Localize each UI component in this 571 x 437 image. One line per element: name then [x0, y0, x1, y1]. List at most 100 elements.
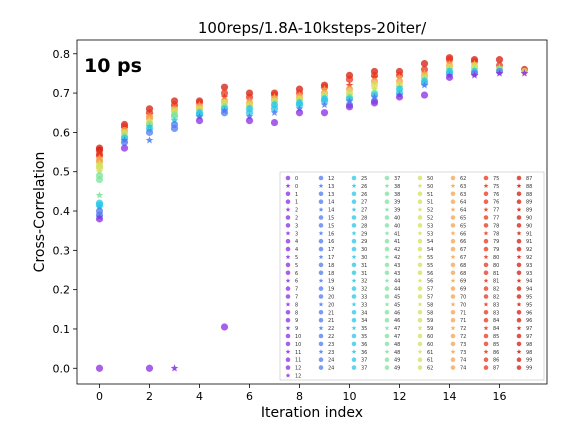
legend-label: 61 [427, 358, 433, 364]
legend-marker-star [450, 230, 456, 236]
legend-label: 17 [328, 247, 334, 253]
legend-marker [351, 365, 357, 370]
data-point [220, 323, 229, 331]
legend-label: 58 [427, 302, 433, 308]
data-point [95, 175, 104, 184]
legend-marker [384, 262, 390, 268]
legend-label: 96 [526, 318, 532, 324]
legend-label: 80 [493, 263, 499, 269]
legend-marker-star [285, 325, 291, 331]
chart-title: 100reps/1.8A-10ksteps-20iter/ [198, 19, 427, 37]
legend-label: 5 [295, 263, 298, 269]
legend-label: 63 [460, 192, 466, 198]
x-tick-label: 8 [296, 390, 303, 403]
time-annotation: 10 ps [84, 55, 142, 77]
legend-marker [516, 286, 522, 291]
legend-marker [285, 199, 291, 204]
legend-marker [417, 357, 423, 363]
legend-marker [351, 199, 357, 204]
x-tick-label: 2 [146, 390, 153, 403]
legend-marker [483, 191, 489, 197]
data-point [320, 109, 329, 117]
data-point-star [95, 167, 104, 175]
legend-label: 47 [394, 326, 400, 332]
data-point-star [370, 85, 379, 93]
legend-marker [417, 246, 423, 252]
legend-label: 48 [394, 342, 400, 348]
legend-marker-star [450, 278, 456, 283]
legend-marker-star [351, 301, 357, 307]
legend-label: 56 [427, 279, 433, 285]
legend-label: 86 [493, 358, 499, 364]
legend-label: 44 [394, 287, 400, 293]
legend-label: 6 [295, 271, 298, 277]
legend-label: 45 [394, 295, 400, 301]
data-point [145, 128, 154, 136]
legend-marker [318, 365, 324, 370]
legend-label: 75 [493, 176, 499, 182]
legend-label: 81 [493, 271, 499, 277]
x-tick-label: 14 [443, 390, 457, 403]
legend-label: 66 [460, 231, 466, 237]
legend-label: 54 [427, 239, 433, 245]
legend-marker [417, 317, 423, 323]
legend-marker-star [450, 207, 456, 212]
legend-marker [285, 215, 291, 220]
legend-marker-star [483, 183, 489, 188]
legend-label: 35 [361, 334, 367, 340]
data-point-star [220, 93, 229, 101]
legend-label: 73 [460, 342, 466, 348]
legend-label: 57 [427, 287, 433, 293]
legend-label: 78 [493, 223, 499, 229]
legend-label: 97 [526, 326, 532, 332]
legend-label: 79 [493, 247, 499, 253]
legend-marker [285, 262, 291, 268]
legend-marker-star [351, 230, 357, 236]
legend-label: 50 [427, 176, 433, 182]
legend-marker [516, 310, 522, 315]
legend-marker [351, 333, 357, 339]
legend-label: 23 [328, 342, 334, 348]
legend-marker [351, 341, 357, 347]
legend-marker-star [483, 301, 489, 307]
legend-label: 69 [460, 279, 466, 285]
legend-label: 66 [460, 239, 466, 245]
legend-label: 42 [394, 255, 400, 261]
legend-label: 8 [295, 310, 298, 316]
legend-label: 46 [394, 318, 400, 324]
data-point-star [95, 203, 104, 211]
legend-marker [384, 286, 390, 291]
data-point-star [195, 112, 204, 120]
legend-marker [351, 215, 357, 220]
legend-label: 99 [526, 366, 532, 372]
data-point-star [95, 191, 104, 199]
legend-marker [285, 223, 291, 228]
axis-ticks: 0 2 4 6 8 10 12 14 160.00.10.20.30.40.50.60.70.8 [53, 48, 507, 403]
legend-label: 62 [427, 366, 433, 372]
legend-marker [450, 223, 456, 228]
legend-marker-star [483, 325, 489, 331]
legend-marker [351, 294, 357, 299]
legend-marker [351, 317, 357, 323]
legend-label: 94 [526, 279, 532, 285]
legend-marker-star [318, 183, 324, 188]
legend-marker [483, 294, 489, 299]
legend-marker [417, 199, 423, 204]
legend-marker [285, 175, 291, 181]
legend-marker-star [516, 349, 522, 354]
legend-label: 20 [328, 295, 334, 301]
legend-label: 70 [460, 302, 466, 308]
legend-label: 93 [526, 263, 532, 269]
y-tick-label: 0.3 [53, 244, 71, 257]
legend-label: 55 [427, 255, 433, 261]
legend-marker [483, 317, 489, 323]
legend-marker [351, 270, 357, 276]
legend-marker [516, 341, 522, 347]
legend-label: 92 [526, 255, 532, 261]
legend-marker [351, 175, 357, 181]
legend-marker-star [318, 207, 324, 212]
legend-marker [351, 223, 357, 228]
legend-marker-star [384, 230, 390, 236]
legend-marker-star [417, 254, 423, 260]
legend-label: 58 [427, 310, 433, 316]
